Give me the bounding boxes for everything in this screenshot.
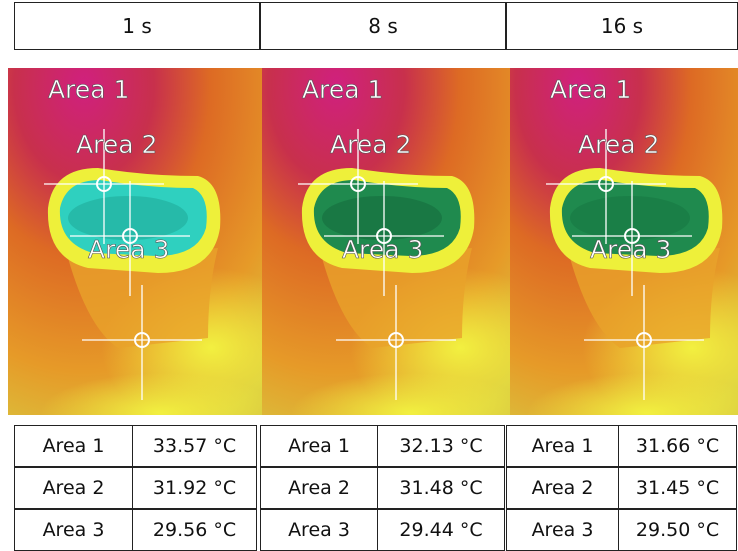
temperature-cell: 29.56 °C	[132, 509, 257, 551]
temperature-cell: 33.57 °C	[132, 425, 257, 467]
area-label: Area 3	[88, 235, 169, 264]
area-name-cell: Area 1	[506, 425, 619, 467]
cold-core	[322, 196, 442, 240]
area-label: Area 2	[76, 130, 157, 159]
temperature-cell: 31.45 °C	[618, 467, 737, 509]
figure: Area 1Area 2Area 3Area 1Area 2Area 3Area…	[0, 0, 738, 551]
area-name-cell: Area 3	[260, 509, 378, 551]
area-label: Area 3	[590, 235, 671, 264]
area-label: Area 3	[342, 235, 423, 264]
area-label: Area 2	[578, 130, 659, 159]
area-name-cell: Area 2	[506, 467, 619, 509]
area-name-cell: Area 1	[14, 425, 133, 467]
area-name-cell: Area 2	[14, 467, 133, 509]
area-name-cell: Area 3	[506, 509, 619, 551]
temperature-cell: 29.44 °C	[377, 509, 505, 551]
time-header: 1 s	[14, 2, 260, 50]
area-name-cell: Area 1	[260, 425, 378, 467]
area-name-cell: Area 2	[260, 467, 378, 509]
area-label: Area 1	[550, 75, 631, 104]
area-name-cell: Area 3	[14, 509, 133, 551]
temperature-cell: 32.13 °C	[377, 425, 505, 467]
temperature-cell: 31.92 °C	[132, 467, 257, 509]
temperature-cell: 31.66 °C	[618, 425, 737, 467]
area-label: Area 2	[330, 130, 411, 159]
cold-core	[570, 196, 690, 240]
temperature-cell: 29.50 °C	[618, 509, 737, 551]
time-header: 8 s	[260, 2, 506, 50]
area-label: Area 1	[302, 75, 383, 104]
time-header: 16 s	[506, 2, 738, 50]
temperature-cell: 31.48 °C	[377, 467, 505, 509]
cold-core	[68, 196, 188, 240]
area-label: Area 1	[48, 75, 129, 104]
thermal-image: Area 1 Area 2 Area 3	[510, 68, 738, 453]
